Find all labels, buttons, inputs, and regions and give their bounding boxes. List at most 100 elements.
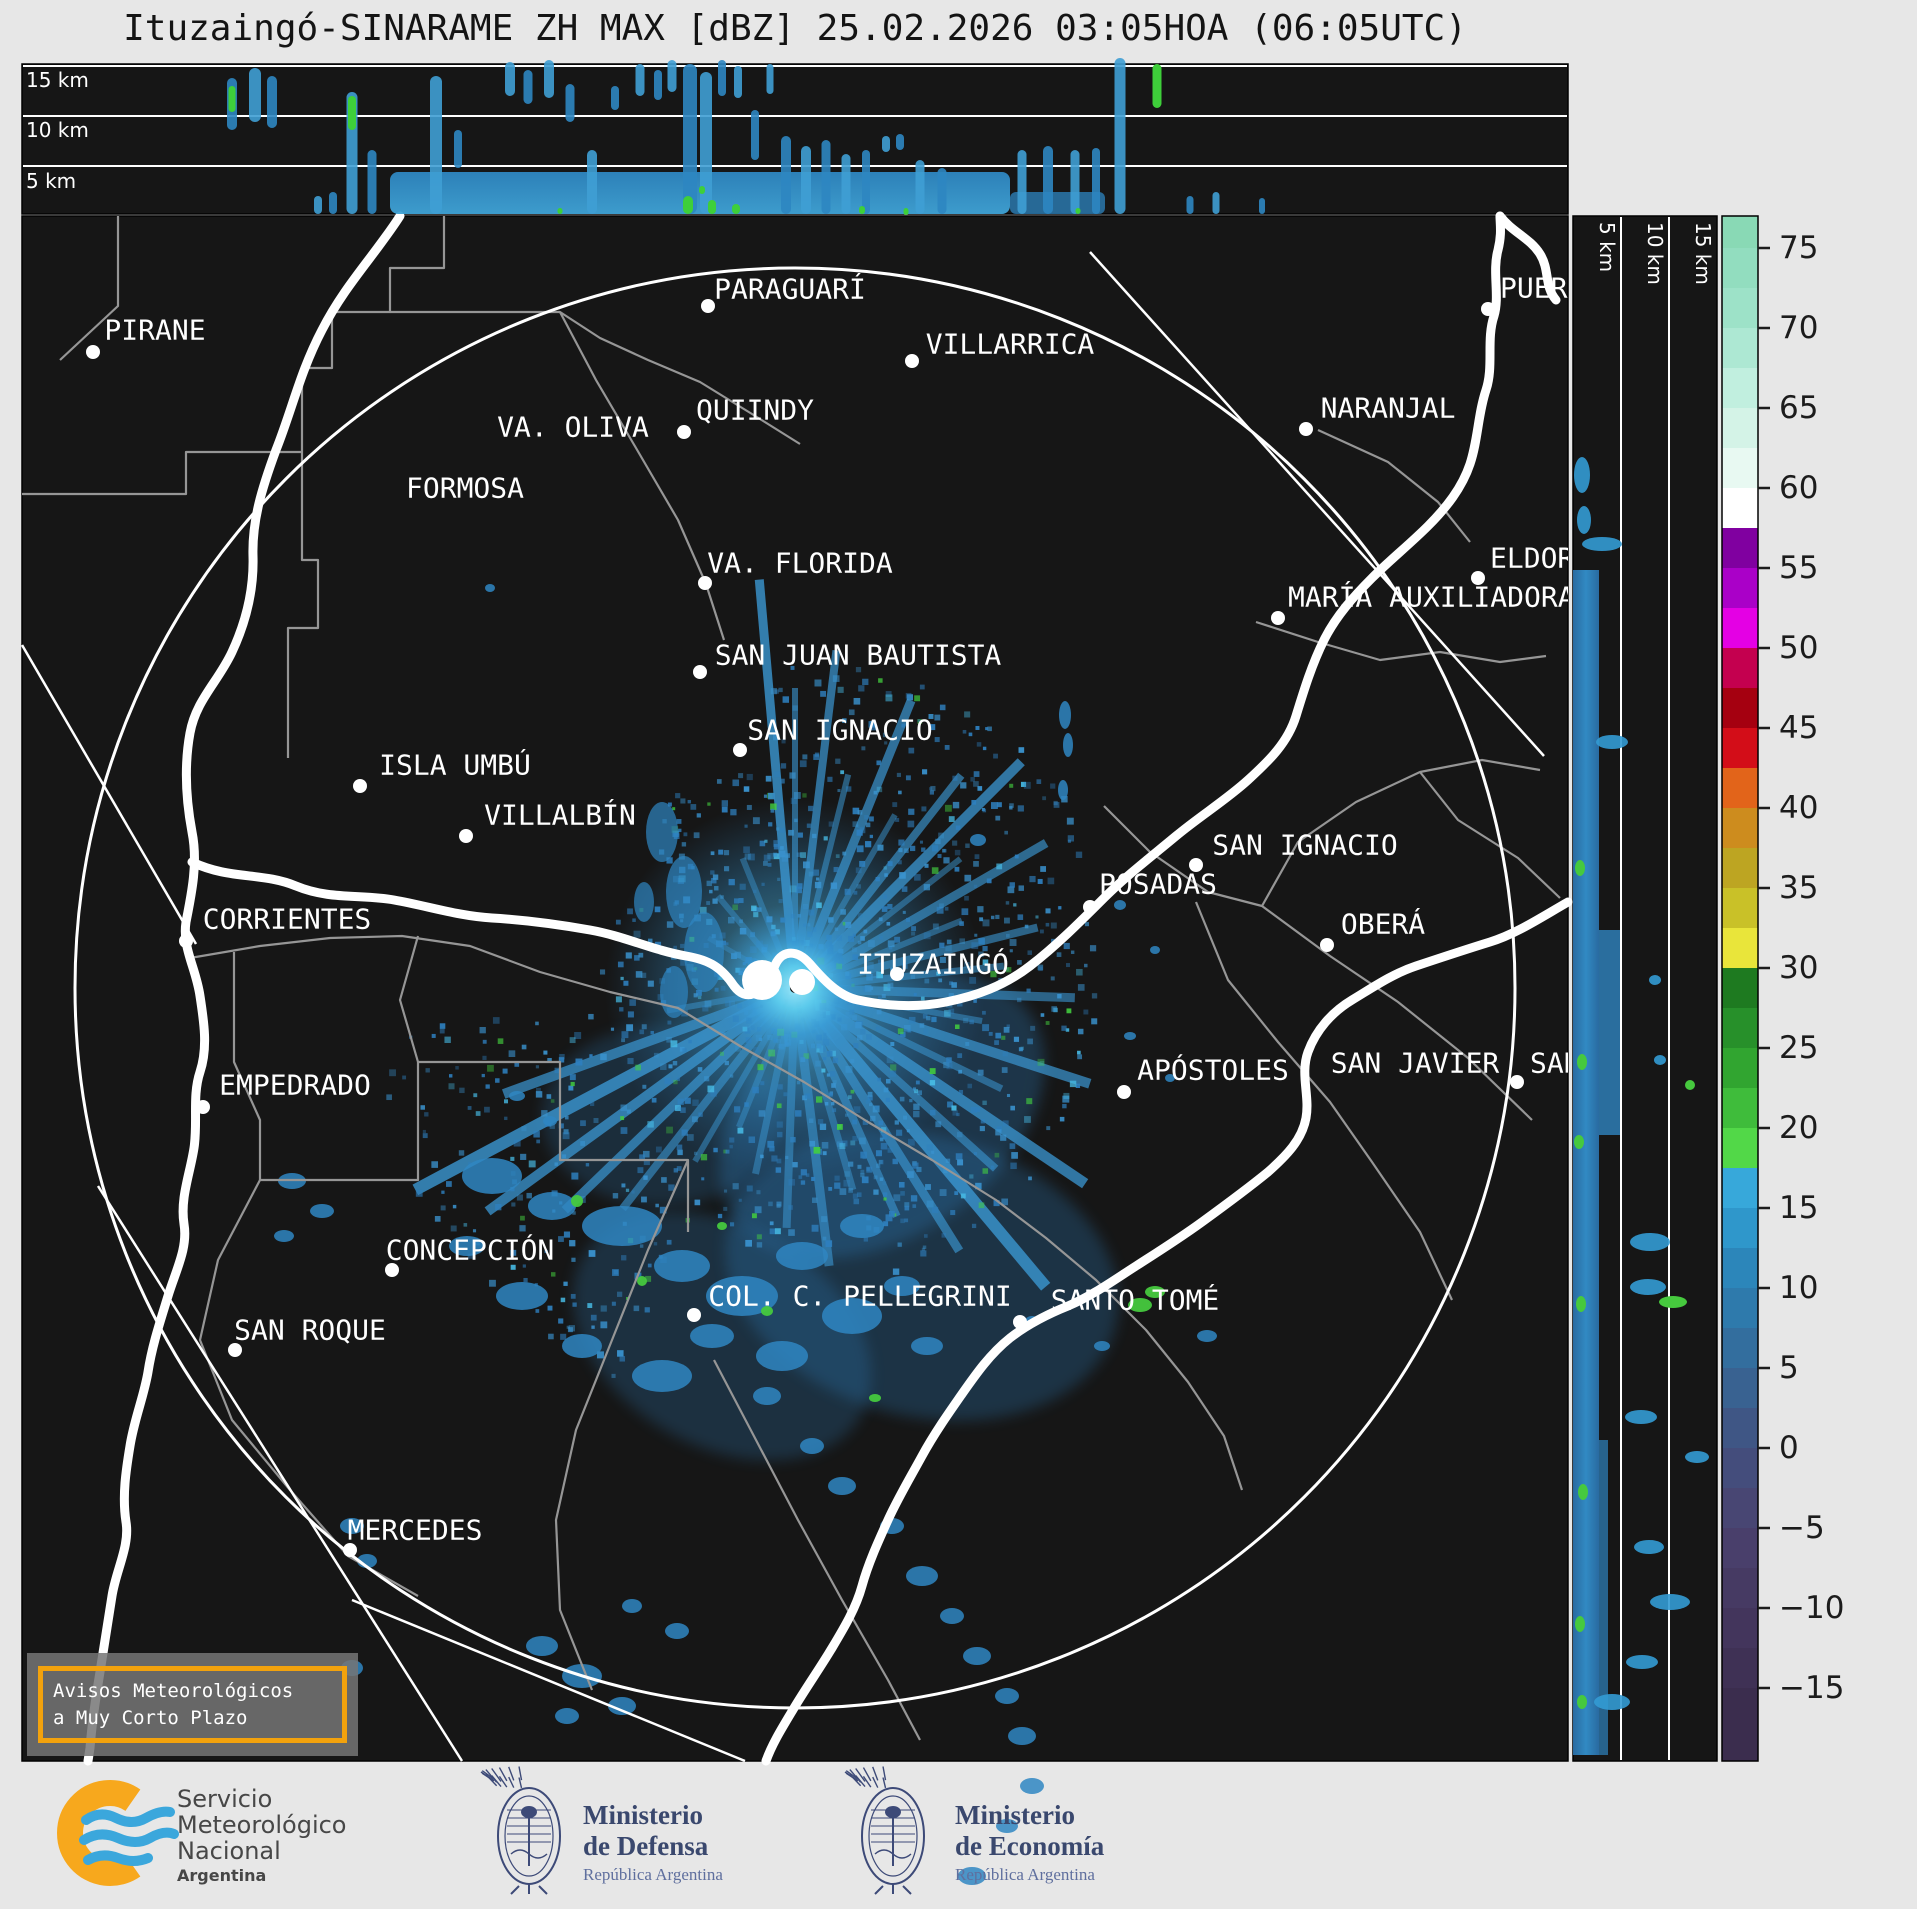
city-label-pirane: PIRANE <box>104 313 206 347</box>
ministry-crests <box>480 1766 925 1895</box>
colorbar-tick-label: 70 <box>1779 310 1819 346</box>
colorbar-tick-label: 30 <box>1779 950 1819 986</box>
colorbar-tick-label: 75 <box>1779 230 1819 266</box>
city-dot-villalb-n <box>459 829 473 843</box>
colorbar-cell <box>1722 448 1758 488</box>
river-lines <box>83 211 1573 1766</box>
colorbar-cell <box>1722 216 1758 248</box>
colorbar-cell <box>1722 1688 1758 1761</box>
colorbar-cell <box>1722 1048 1758 1088</box>
city-label-paraguar-: PARAGUARÍ <box>714 272 866 306</box>
colorbar-cell <box>1722 1168 1758 1208</box>
colorbar-cell <box>1722 1208 1758 1248</box>
ministry-line: Ministerio <box>583 1800 703 1830</box>
top-panel-altitude-lines <box>23 65 1567 167</box>
advisory-line-2: a Muy Corto Plazo <box>53 1706 248 1729</box>
map-overlay: PIRANE PARAGUARÍ VILLARRICA QUIINDY VA. OLIV… <box>22 216 1568 1761</box>
city-dot-naranjal <box>1299 422 1313 436</box>
ministry-line: Ministerio <box>955 1800 1075 1830</box>
colorbar-cell <box>1722 1568 1758 1608</box>
city-label-corrientes: CORRIENTES <box>202 902 372 936</box>
city-label-formosa: FORMOSA <box>405 471 525 505</box>
city-dot-col-c-pellegrini <box>687 1308 701 1322</box>
city-dot-san-juan-bautista <box>693 665 707 679</box>
side-panel-altitude-lines <box>1620 217 1670 1760</box>
colorbar-tick-label: 20 <box>1779 1110 1819 1146</box>
smn-line: Nacional <box>177 1837 281 1865</box>
city-dot-concepci-n <box>385 1263 399 1277</box>
city-label-posadas: POSADAS <box>1098 867 1218 901</box>
colorbar-tick-label: 40 <box>1779 790 1819 826</box>
city-dot-pirane <box>86 345 100 359</box>
colorbar-tick-label: 0 <box>1779 1430 1799 1466</box>
smn-logo <box>57 1780 179 1886</box>
city-label-naranjal: NARANJAL <box>1320 391 1456 425</box>
smn-country: Argentina <box>177 1866 267 1885</box>
city-label-villarrica: VILLARRICA <box>925 327 1095 361</box>
colorbar-cell <box>1722 408 1758 448</box>
altitude-label: 5 km <box>26 169 77 193</box>
city-dot-mercedes <box>343 1543 357 1557</box>
colorbar-cell <box>1722 1328 1758 1368</box>
colorbar-tick-label: 65 <box>1779 390 1819 426</box>
colorbar-tick-label: 35 <box>1779 870 1819 906</box>
colorbar-tick-label: 10 <box>1779 1270 1819 1306</box>
colorbar-cell <box>1722 888 1758 928</box>
city-dot-isla-umb- <box>353 779 367 793</box>
colorbar <box>1721 215 1770 1762</box>
city-label-ituzaing-: ITUZAINGÓ <box>857 947 1009 981</box>
city-label-san-javier: SAN JAVIER <box>1330 1046 1500 1080</box>
colorbar-cell <box>1722 528 1758 568</box>
smn-logo-wave <box>81 1806 175 1827</box>
colorbar-cell <box>1722 1128 1758 1168</box>
city-label-concepci-n: CONCEPCIÓN <box>385 1233 555 1267</box>
smn-wordmark: Servicio Meteorológico Nacional Argentin… <box>177 1786 347 1885</box>
colorbar-cell <box>1722 248 1758 288</box>
colorbar-tick-label: 5 <box>1779 1350 1799 1386</box>
colorbar-tick-label: −10 <box>1779 1590 1845 1626</box>
city-label-empedrado: EMPEDRADO <box>219 1068 371 1102</box>
city-dot-san-ignacio <box>1189 858 1203 872</box>
city-dot-va-florida <box>698 576 712 590</box>
city-dot-corrientes <box>179 934 193 948</box>
colorbar-cell <box>1722 848 1758 888</box>
city-label-san-roque: SAN ROQUE <box>234 1313 386 1347</box>
altitude-label: 15 km <box>26 68 89 92</box>
ministry-sub: República Argentina <box>583 1865 723 1884</box>
advisory-box-border: Avisos Meteorológicos a Muy Corto Plazo <box>38 1666 347 1743</box>
colorbar-cell <box>1722 1648 1758 1688</box>
city-dot-san-javier <box>1510 1075 1524 1089</box>
city-label-ap-stoles: APÓSTOLES <box>1137 1053 1289 1087</box>
colorbar-tick-label: 50 <box>1779 630 1819 666</box>
smn-logo-wave <box>79 1827 179 1847</box>
city-label-san-juan-bautista: SAN JUAN BAUTISTA <box>714 638 1002 672</box>
ministry-crest <box>480 1766 561 1895</box>
colorbar-cell <box>1722 928 1758 968</box>
ministry-economia-wordmark: Ministerio de Economía República Argenti… <box>955 1800 1104 1885</box>
colorbar-cell <box>1722 488 1758 528</box>
city-dot-eldorado <box>1471 571 1485 585</box>
colorbar-cell <box>1722 1408 1758 1448</box>
colorbar-cell <box>1722 608 1758 648</box>
road-lines <box>20 251 1545 1763</box>
colorbar-tick-label: −5 <box>1779 1510 1825 1546</box>
colorbar-cell <box>1722 1488 1758 1528</box>
advisory-line-1: Avisos Meteorológicos <box>53 1679 294 1702</box>
ministry-defensa-wordmark: Ministerio de Defensa República Argentin… <box>583 1800 723 1885</box>
colorbar-tick-label: 45 <box>1779 710 1819 746</box>
colorbar-cell <box>1722 968 1758 1008</box>
advisory-box[interactable]: Avisos Meteorológicos a Muy Corto Plazo <box>27 1653 358 1756</box>
colorbar-cell <box>1722 288 1758 328</box>
city-label-eldorado: ELDORADO <box>1490 541 1568 575</box>
city-dot-san-ignacio <box>733 743 747 757</box>
colorbar-cell <box>1722 1448 1758 1488</box>
colorbar-cell <box>1722 768 1758 808</box>
altitude-label: 5 km <box>1595 222 1619 273</box>
city-dot-san-roque <box>228 1343 242 1357</box>
colorbar-tick-label: 55 <box>1779 550 1819 586</box>
city-label-villalb-n: VILLALBÍN <box>484 798 636 832</box>
city-dot-paraguar- <box>701 299 715 313</box>
city-label-ober-: OBERÁ <box>1340 907 1426 941</box>
city-label-san-ignacio: SAN IGNACIO <box>1212 828 1398 862</box>
